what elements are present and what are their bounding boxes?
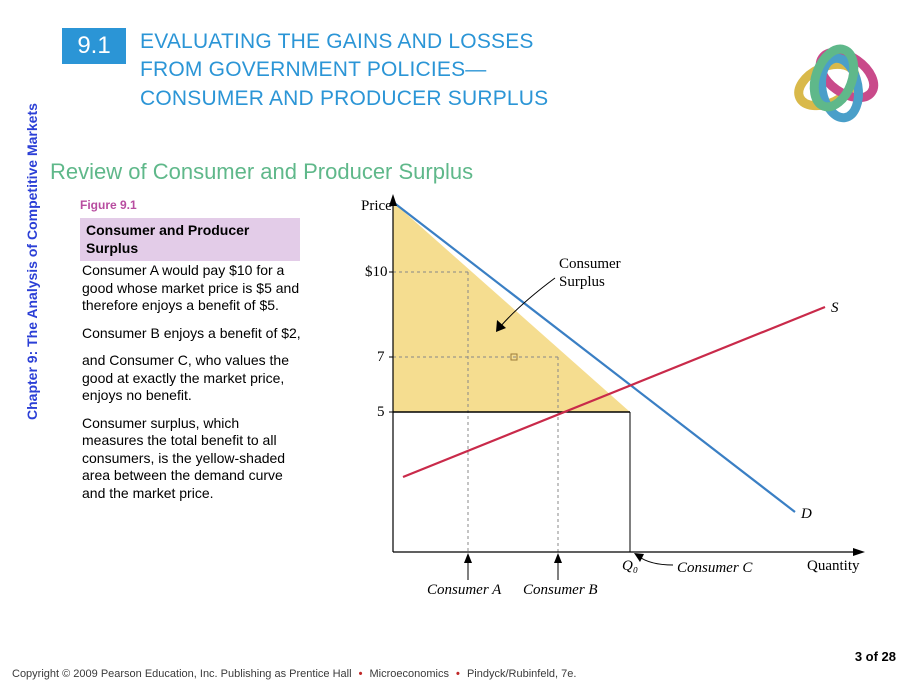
consumer-c-label: Consumer C <box>677 560 753 576</box>
y-axis-label: Price <box>361 198 392 214</box>
consumer-a-label: Consumer A <box>427 582 502 598</box>
decorative-rings-icon <box>782 30 892 130</box>
y-tick-10: $10 <box>365 264 388 280</box>
consumer-surplus-chart: $10 7 5 Price Quantity S D Consumer Surp… <box>345 192 885 602</box>
footer-sep: • <box>452 668 464 680</box>
figure-label: Figure 9.1 <box>80 198 137 212</box>
section-number-badge: 9.1 <box>62 28 126 64</box>
section-title: EVALUATING THE GAINS AND LOSSES FROM GOV… <box>140 28 548 113</box>
figure-paragraph: Consumer A would pay $10 for a good whos… <box>82 262 304 315</box>
figure-paragraph: Consumer surplus, which measures the tot… <box>82 415 304 503</box>
supply-label: S <box>831 300 839 316</box>
page-number: 3 of 28 <box>855 649 896 664</box>
section-title-line3: CONSUMER AND PRODUCER SURPLUS <box>140 87 548 110</box>
consumer-b-label: Consumer B <box>523 582 598 598</box>
demand-label: D <box>800 506 812 522</box>
consumer-surplus-area <box>393 202 630 412</box>
y-tick-7: 7 <box>377 349 385 365</box>
section-title-line2: FROM GOVERNMENT POLICIES— <box>140 58 487 81</box>
footer-copyright: Copyright © 2009 Pearson Education, Inc.… <box>12 668 576 680</box>
figure-paragraph: and Consumer C, who values the good at e… <box>82 352 304 405</box>
chapter-label-text: Chapter 9: The Analysis of Competitive M… <box>24 103 40 420</box>
review-heading: Review of Consumer and Producer Surplus <box>50 159 473 185</box>
x-axis-label: Quantity <box>807 558 860 574</box>
footer-book2: Pindyck/Rubinfeld, 7e. <box>467 668 576 680</box>
q0-label: Q₀ <box>622 558 638 574</box>
y-tick-5: 5 <box>377 404 385 420</box>
consumer-surplus-label-2: Surplus <box>559 274 605 290</box>
figure-description: Consumer A would pay $10 for a good whos… <box>82 262 304 512</box>
figure-title-box: Consumer and Producer Surplus <box>80 218 300 261</box>
figure-paragraph: Consumer B enjoys a benefit of $2, <box>82 325 304 343</box>
footer-sep: • <box>355 668 367 680</box>
consumer-surplus-label-1: Consumer <box>559 256 621 272</box>
section-title-line1: EVALUATING THE GAINS AND LOSSES <box>140 30 534 53</box>
footer-book1: Microeconomics <box>370 668 449 680</box>
chapter-vertical-label: Chapter 9: The Analysis of Competitive M… <box>24 103 40 420</box>
footer-text: Copyright © 2009 Pearson Education, Inc.… <box>12 668 352 680</box>
